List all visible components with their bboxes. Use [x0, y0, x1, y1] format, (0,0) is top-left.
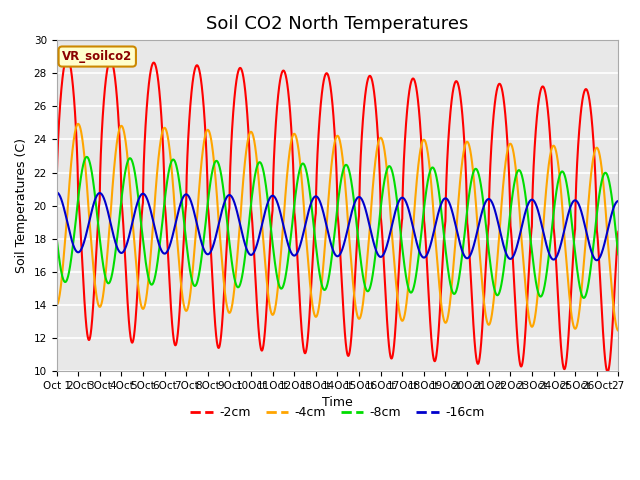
- -2cm: [515, 350, 522, 356]
- -16cm: [472, 235, 479, 240]
- -16cm: [593, 257, 600, 263]
- -4cm: [52, 302, 60, 308]
- Line: -4cm: -4cm: [56, 124, 618, 331]
- -4cm: [472, 200, 480, 206]
- X-axis label: Time: Time: [322, 396, 353, 409]
- -4cm: [74, 121, 82, 127]
- -2cm: [418, 153, 426, 159]
- -2cm: [63, 54, 71, 60]
- -4cm: [155, 154, 163, 159]
- Line: -16cm: -16cm: [56, 192, 618, 260]
- -8cm: [614, 252, 622, 257]
- -4cm: [515, 196, 522, 202]
- -8cm: [155, 251, 163, 256]
- -2cm: [390, 347, 397, 352]
- Line: -2cm: -2cm: [56, 57, 618, 372]
- Title: Soil CO2 North Temperatures: Soil CO2 North Temperatures: [206, 15, 468, 33]
- -4cm: [268, 310, 275, 316]
- -2cm: [52, 194, 60, 200]
- -4cm: [418, 140, 426, 145]
- -8cm: [268, 229, 275, 235]
- Text: VR_soilco2: VR_soilco2: [62, 50, 132, 63]
- -16cm: [418, 253, 426, 259]
- -8cm: [52, 234, 60, 240]
- -4cm: [614, 328, 622, 334]
- -8cm: [83, 154, 91, 160]
- -16cm: [52, 190, 60, 195]
- -16cm: [155, 240, 163, 246]
- -2cm: [604, 369, 611, 375]
- -16cm: [268, 193, 275, 199]
- Line: -8cm: -8cm: [56, 157, 618, 298]
- -8cm: [390, 175, 397, 180]
- Legend: -2cm, -4cm, -8cm, -16cm: -2cm, -4cm, -8cm, -16cm: [186, 401, 490, 424]
- Y-axis label: Soil Temperatures (C): Soil Temperatures (C): [15, 138, 28, 273]
- -8cm: [515, 168, 522, 173]
- -4cm: [390, 251, 397, 257]
- -16cm: [515, 238, 522, 243]
- -8cm: [472, 166, 480, 172]
- -8cm: [580, 295, 588, 301]
- -2cm: [268, 221, 275, 227]
- -16cm: [390, 216, 397, 222]
- -2cm: [614, 229, 622, 235]
- -8cm: [418, 224, 426, 230]
- -16cm: [614, 198, 622, 204]
- -2cm: [155, 82, 163, 88]
- -2cm: [472, 352, 480, 358]
